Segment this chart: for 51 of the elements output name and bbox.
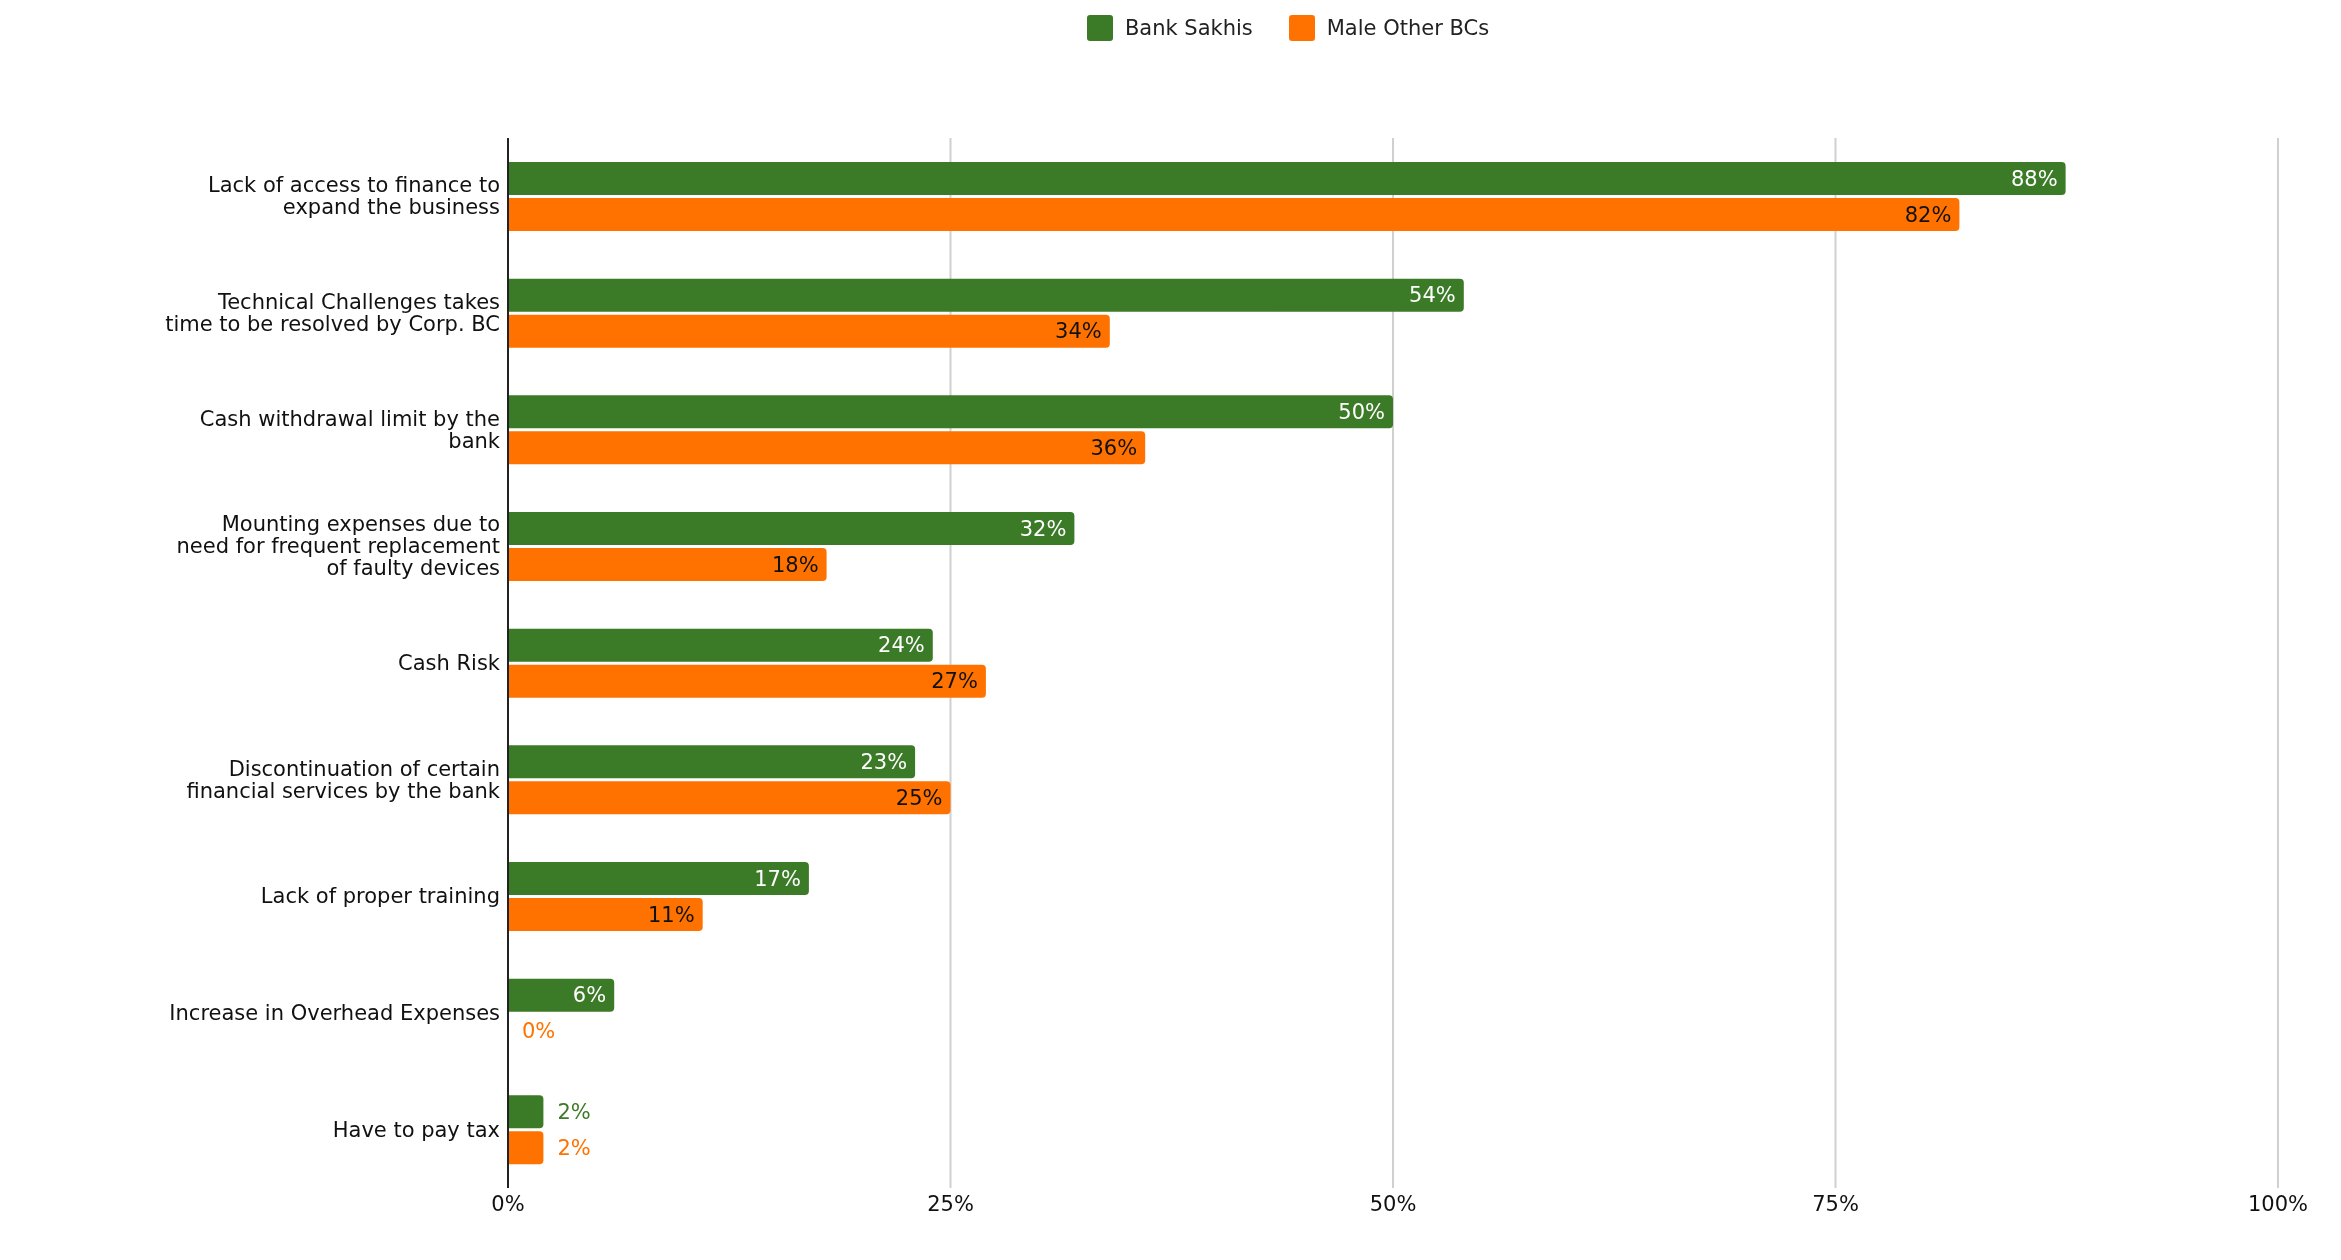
- bar: [508, 978, 615, 1012]
- data-label: 54%: [1409, 283, 1456, 308]
- data-label: 11%: [648, 902, 695, 927]
- data-label: 50%: [1338, 399, 1385, 424]
- bar: [508, 1131, 544, 1165]
- data-label: 17%: [754, 866, 801, 891]
- x-tick-label: 75%: [1812, 1191, 1859, 1216]
- bar: [508, 162, 2066, 195]
- bar: [508, 781, 951, 815]
- data-label: 27%: [931, 669, 978, 694]
- legend-label: Male Other BCs: [1326, 16, 1490, 40]
- x-tick-label: 100%: [2247, 1191, 2309, 1216]
- bar: [508, 898, 703, 931]
- bar: [508, 862, 809, 895]
- bar: [508, 395, 1393, 429]
- y-tick-label: Lack of proper training: [260, 884, 500, 909]
- y-tick-label: Cash withdrawal limit by the bank: [199, 406, 501, 453]
- data-label: 2%: [557, 1135, 591, 1160]
- x-tick-label: 50%: [1369, 1191, 1417, 1216]
- data-label: 32%: [1019, 516, 1067, 541]
- bar: [508, 278, 1464, 312]
- bar: [508, 628, 933, 662]
- data-label: 34%: [1055, 319, 1102, 344]
- bar: [508, 198, 1960, 231]
- bar: [508, 664, 986, 698]
- y-tick-label: Discontinuation of certain financial services by the bank: [186, 756, 501, 803]
- bar: [508, 548, 827, 581]
- data-label: 23%: [860, 749, 908, 774]
- y-tick-label: Lack of access to finance to expand the business: [207, 173, 500, 220]
- data-label: 88%: [2010, 166, 2058, 191]
- y-tick-label: Increase in Overhead Expenses: [169, 1001, 500, 1025]
- data-label: 82%: [1904, 202, 1952, 227]
- data-label: 24%: [878, 633, 925, 658]
- bar: [508, 745, 916, 779]
- legend-label: Bank Sakhis: [1124, 16, 1253, 40]
- bar: [508, 314, 1110, 348]
- bar: [508, 512, 1075, 545]
- y-tick-label: Mounting expenses due to need for frequent replacement of faulty devices: [176, 512, 500, 581]
- bar: [508, 431, 1146, 465]
- data-label: 25%: [895, 785, 943, 810]
- data-label: 2%: [557, 1099, 591, 1124]
- x-tick-label: 25%: [927, 1191, 974, 1216]
- x-tick-label: 0%: [491, 1191, 525, 1216]
- data-label: 6%: [572, 983, 607, 1008]
- data-label: 18%: [771, 552, 819, 577]
- data-label: 0%: [522, 1019, 556, 1044]
- y-tick-label: Have to pay tax: [332, 1117, 500, 1142]
- y-tick-label: Cash Risk: [398, 651, 501, 675]
- bar: [508, 1095, 544, 1129]
- y-tick-label: Technical Challenges takes time to be resolved by Corp. BC: [165, 289, 500, 337]
- data-label: 36%: [1090, 435, 1138, 460]
